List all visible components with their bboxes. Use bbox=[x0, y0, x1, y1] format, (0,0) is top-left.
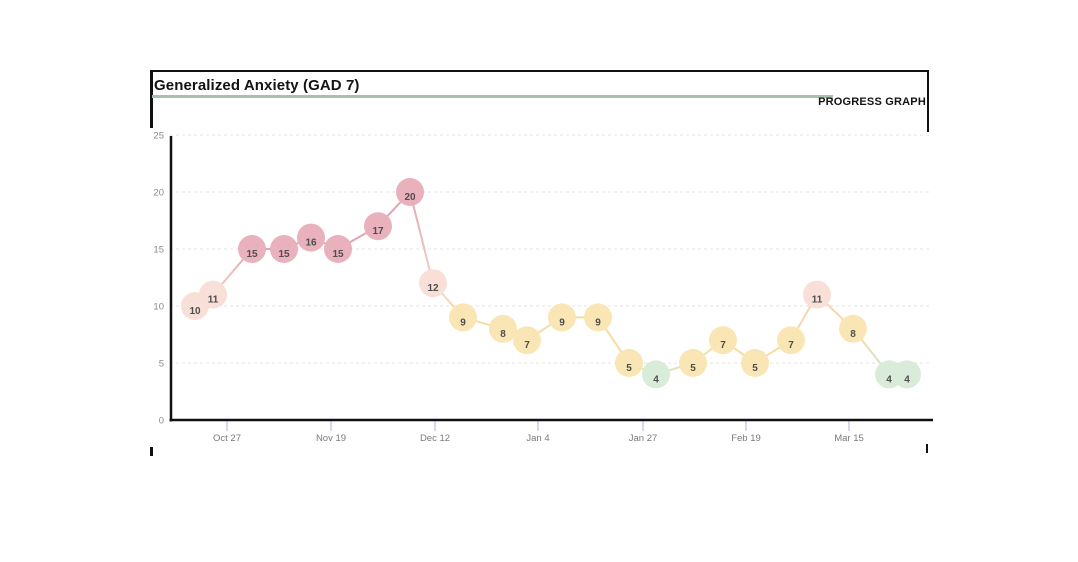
y-tick-label: 5 bbox=[159, 359, 164, 370]
panel-border-right-stub bbox=[925, 444, 928, 453]
data-point bbox=[270, 235, 298, 263]
x-axis-labels: Oct 27 Nov 19 Dec 12 Jan 4 Jan 27 Feb 19 Mar 1… bbox=[213, 433, 864, 444]
data-point-label: 4 bbox=[653, 374, 659, 385]
data-point-label: 4 bbox=[904, 374, 910, 385]
y-tick-label: 20 bbox=[153, 188, 164, 199]
data-point bbox=[396, 178, 424, 206]
data-point bbox=[803, 280, 831, 309]
trend-line-segment bbox=[409, 191, 434, 284]
x-tick-label: Mar 15 bbox=[834, 433, 864, 444]
data-point bbox=[238, 235, 266, 263]
data-point-label: 20 bbox=[404, 192, 416, 203]
data-point bbox=[548, 303, 576, 332]
panel-border-left bbox=[150, 69, 153, 128]
title-underline bbox=[152, 95, 833, 98]
data-point-label: 7 bbox=[720, 340, 726, 351]
data-point-label: 8 bbox=[850, 329, 856, 340]
data-point-label: 15 bbox=[246, 249, 258, 260]
y-tick-label: 25 bbox=[153, 131, 164, 142]
panel-border-left-stub bbox=[150, 447, 153, 456]
x-tick-label: Jan 4 bbox=[526, 433, 549, 444]
data-point-label: 4 bbox=[886, 374, 892, 385]
data-point bbox=[513, 326, 541, 355]
data-point bbox=[777, 326, 805, 355]
data-point-label: 8 bbox=[500, 329, 506, 340]
data-point-label: 15 bbox=[278, 249, 290, 260]
data-point-label: 9 bbox=[595, 317, 601, 328]
data-point-label: 11 bbox=[208, 295, 219, 306]
data-point bbox=[297, 223, 325, 252]
data-point bbox=[615, 349, 643, 377]
data-point-label: 12 bbox=[427, 283, 439, 294]
x-tick-label: Nov 19 bbox=[316, 433, 346, 444]
data-point bbox=[489, 314, 517, 343]
data-point-label: 7 bbox=[524, 340, 530, 351]
data-point bbox=[199, 280, 227, 309]
data-point bbox=[642, 360, 670, 389]
x-tick-label: Dec 12 bbox=[420, 433, 450, 444]
x-tick-label: Oct 27 bbox=[213, 433, 241, 444]
data-point-label: 10 bbox=[189, 306, 201, 317]
data-point bbox=[419, 269, 447, 298]
data-point-label: 9 bbox=[559, 317, 565, 328]
data-point-label: 15 bbox=[332, 249, 344, 260]
data-point-label: 5 bbox=[752, 363, 758, 374]
data-point bbox=[741, 349, 769, 377]
data-point-label: 17 bbox=[372, 226, 384, 237]
data-point bbox=[679, 349, 707, 377]
data-point-label: 9 bbox=[460, 317, 466, 328]
x-tick-label: Jan 27 bbox=[629, 433, 658, 444]
panel-border-right bbox=[926, 69, 929, 132]
data-point bbox=[893, 360, 921, 389]
data-point bbox=[584, 303, 612, 332]
data-points bbox=[181, 178, 921, 389]
axes bbox=[169, 136, 933, 422]
x-tick-label: Feb 19 bbox=[731, 433, 761, 444]
y-tick-label: 15 bbox=[153, 245, 164, 256]
y-axis-labels: 0 5 10 15 20 25 bbox=[153, 131, 164, 427]
y-tick-label: 10 bbox=[153, 302, 164, 313]
page-title: Generalized Anxiety (GAD 7) bbox=[154, 77, 360, 94]
data-point bbox=[709, 326, 737, 355]
data-point-label: 5 bbox=[690, 363, 696, 374]
data-point-labels: 10 11 15 15 16 15 17 20 12 9 8 7 9 9 5 4 5 7 5 7 11 8 4 4 bbox=[189, 192, 910, 385]
data-point-label: 16 bbox=[305, 238, 317, 249]
data-point bbox=[324, 235, 352, 263]
data-point bbox=[839, 314, 867, 343]
data-point-label: 5 bbox=[626, 363, 632, 374]
panel-border-top bbox=[150, 69, 929, 72]
data-point-label: 11 bbox=[812, 295, 823, 306]
data-point-label: 7 bbox=[788, 340, 794, 351]
data-point bbox=[449, 303, 477, 332]
x-axis-ticks bbox=[226, 421, 850, 431]
progress-graph-label: PROGRESS GRAPH bbox=[818, 96, 926, 108]
y-tick-label: 0 bbox=[159, 416, 164, 427]
data-point bbox=[364, 212, 392, 241]
